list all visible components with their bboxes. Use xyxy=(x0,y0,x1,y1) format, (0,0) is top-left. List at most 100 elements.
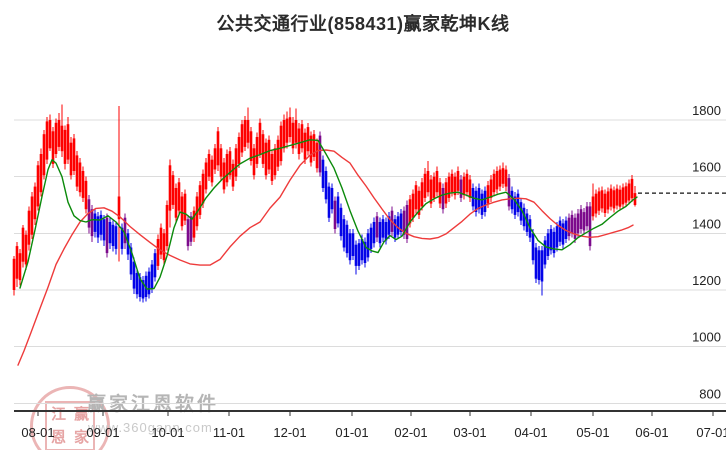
candle-body xyxy=(612,190,616,209)
candle-body xyxy=(291,122,295,149)
candle-body xyxy=(594,193,598,214)
candle-body xyxy=(435,171,439,193)
candle-body xyxy=(468,179,472,198)
candle-body xyxy=(192,210,196,238)
candle-body xyxy=(138,277,142,297)
candle-body xyxy=(234,148,238,177)
candle-body xyxy=(459,179,463,198)
candle-body xyxy=(501,168,505,184)
candle-body xyxy=(336,196,340,224)
candle-body xyxy=(504,169,508,187)
candle-body xyxy=(396,216,400,235)
candle-body xyxy=(567,217,571,237)
candle-body xyxy=(237,137,241,164)
candle-body xyxy=(81,171,85,198)
candle-body xyxy=(375,216,379,238)
candle-body xyxy=(111,224,115,246)
candle-body xyxy=(486,185,490,204)
candle-body xyxy=(141,280,145,299)
candle-body xyxy=(402,210,406,235)
candle-body xyxy=(282,120,286,149)
candle-body xyxy=(534,247,538,279)
x-axis-tick-label: 05-01 xyxy=(576,425,609,440)
candle-body xyxy=(75,155,79,187)
candle-body xyxy=(414,185,418,210)
candle-body xyxy=(438,182,442,204)
candle-body xyxy=(219,148,223,177)
candle-body xyxy=(618,189,622,207)
candle-body xyxy=(132,261,136,289)
candle-body xyxy=(426,171,430,193)
x-axis-tick-label: 06-01 xyxy=(635,425,668,440)
candle-body xyxy=(279,125,283,162)
seal-char: 恩 xyxy=(50,429,66,446)
candle-body xyxy=(537,250,541,280)
x-axis-tick-label: 11-01 xyxy=(213,425,245,440)
candle-body xyxy=(189,216,193,242)
candle-body xyxy=(177,182,181,211)
candle-body xyxy=(105,217,109,254)
candle-body xyxy=(231,163,235,187)
candle-body xyxy=(63,129,67,164)
candle-body xyxy=(309,135,313,163)
candle-body xyxy=(36,165,40,207)
candle-body xyxy=(345,224,349,254)
candle-body xyxy=(522,207,526,227)
candle-body xyxy=(60,125,64,152)
candle-body xyxy=(549,229,553,251)
candle-body xyxy=(456,171,460,191)
candle-body xyxy=(66,124,70,160)
candle-body xyxy=(117,196,121,220)
candle-body xyxy=(444,182,448,204)
candle-body xyxy=(408,199,412,224)
candle-body xyxy=(96,216,100,238)
y-axis-tick-label: 1600 xyxy=(692,160,721,175)
candle-body xyxy=(423,173,427,198)
candle-body xyxy=(417,190,421,215)
candle-body xyxy=(159,227,163,255)
candle-body xyxy=(51,131,55,164)
candle-body xyxy=(252,148,256,176)
y-axis-tick-label: 1000 xyxy=(692,330,721,345)
candle-body xyxy=(222,162,226,190)
candle-body xyxy=(492,173,496,193)
candle-body xyxy=(294,120,298,143)
candle-body xyxy=(405,205,409,239)
x-axis-tick-label: 10-01 xyxy=(151,425,184,440)
candle-body xyxy=(363,241,367,263)
candle-body xyxy=(114,226,118,249)
candle-body xyxy=(165,205,169,247)
candle-body xyxy=(240,124,244,153)
candle-body xyxy=(12,258,16,290)
candle-body xyxy=(303,132,307,160)
y-axis-tick-label: 800 xyxy=(699,386,721,401)
candle-body xyxy=(360,239,364,261)
candle-body xyxy=(171,175,175,205)
ma-fast-green-line xyxy=(19,139,638,290)
candle-body xyxy=(576,213,580,234)
candle-body xyxy=(333,200,337,229)
candle-body xyxy=(135,273,139,295)
candle-body xyxy=(480,193,484,215)
candle-body xyxy=(273,148,277,176)
candle-body xyxy=(180,196,184,227)
candle-body xyxy=(615,188,619,206)
candle-body xyxy=(174,188,178,218)
candle-body xyxy=(45,121,49,160)
candle-body xyxy=(489,179,493,198)
candle-body xyxy=(69,142,73,176)
candle-body xyxy=(462,176,466,196)
x-axis-tick-label: 01-01 xyxy=(335,425,368,440)
candle-body xyxy=(630,178,634,199)
candle-body xyxy=(57,120,61,147)
candle-body xyxy=(162,233,166,261)
candle-body xyxy=(570,214,574,234)
candle-body xyxy=(474,190,478,212)
candle-body xyxy=(369,227,373,249)
candle-body xyxy=(228,151,232,176)
candle-body xyxy=(123,217,127,244)
candle-body xyxy=(204,162,208,190)
candle-body xyxy=(498,169,502,187)
